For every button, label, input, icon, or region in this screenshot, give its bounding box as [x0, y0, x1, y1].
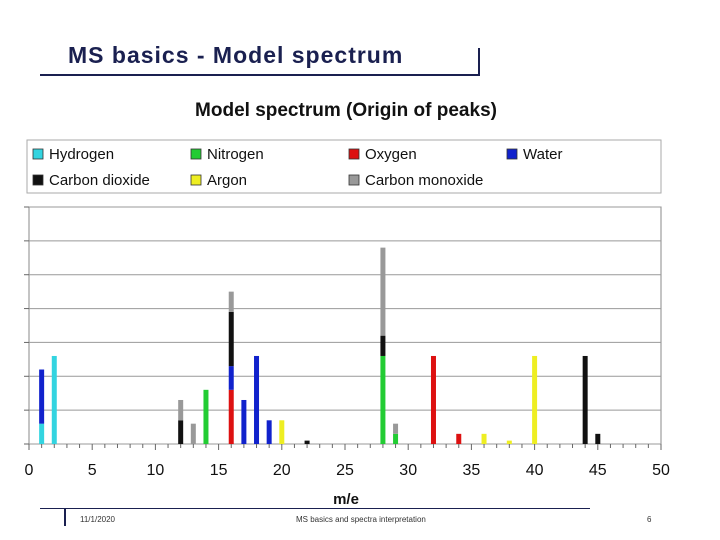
legend-label-hydrogen: Hydrogen: [49, 146, 114, 163]
title-divider-tick: [478, 48, 480, 76]
slide-title: MS basics - Model spectrum: [68, 42, 404, 68]
footer-text: MS basics and spectra interpretation: [296, 515, 426, 524]
legend-label-oxygen: Oxygen: [365, 146, 417, 163]
legend-label-nitrogen: Nitrogen: [207, 146, 264, 163]
x-axis-label: m/e: [333, 491, 359, 508]
bar-me36-argon: [481, 433, 487, 444]
legend-box: [26, 139, 662, 194]
legend-swatch-co2: [32, 174, 44, 186]
bar-me44-co2: [582, 355, 588, 444]
legend-swatch-water: [506, 148, 518, 160]
bar-me34-oxygen: [456, 433, 462, 444]
bar-me29-nitrogen: [393, 433, 399, 444]
bar-me13-co: [190, 423, 196, 444]
bar-me40-argon: [532, 355, 538, 444]
legend-swatch-argon: [190, 174, 202, 186]
bar-me12-co2: [178, 420, 184, 444]
x-tick-label-20: 20: [273, 462, 291, 479]
bar-me38-argon: [506, 440, 512, 444]
x-tick-label-0: 0: [25, 462, 34, 479]
x-tick-label-30: 30: [399, 462, 417, 479]
bar-me14-nitrogen: [203, 389, 209, 444]
title-underline: [40, 74, 480, 76]
bar-me12-co: [178, 399, 184, 421]
bar-me20-argon: [279, 420, 285, 444]
footer-date: 11/1/2020: [80, 515, 115, 524]
x-tick-label-40: 40: [526, 462, 544, 479]
bar-me1-water: [39, 369, 45, 424]
bar-me32-oxygen: [430, 355, 436, 444]
bar-me2-hydrogen: [51, 355, 57, 444]
footer-line: [40, 508, 590, 509]
x-tick-label-50: 50: [652, 462, 670, 479]
plot-area: 0 5 10 15 20 25 30 35 40 45 50: [24, 206, 670, 479]
bar-me28-co2: [380, 335, 386, 356]
footer-tick: [64, 508, 66, 526]
bar-me45-co2: [595, 433, 601, 444]
legend: Hydrogen Nitrogen Oxygen Water Carbon dioxid…: [32, 146, 562, 189]
bar-me1-hydrogen: [39, 423, 45, 444]
chart-title: Model spectrum (Origin of peaks): [195, 100, 497, 121]
bar-me28-co: [380, 247, 386, 336]
bar-me19-water: [266, 420, 272, 444]
legend-label-co2: Carbon dioxide: [49, 172, 150, 189]
bar-me17-water: [241, 399, 247, 444]
bar-me16-oxygen: [228, 389, 234, 444]
legend-swatch-hydrogen: [32, 148, 44, 160]
page-number: 6: [647, 515, 652, 524]
legend-swatch-oxygen: [348, 148, 360, 160]
x-tick-label-15: 15: [210, 462, 228, 479]
x-tick-label-25: 25: [336, 462, 354, 479]
bar-me16-water: [228, 366, 234, 390]
bar-me16-co2: [228, 311, 234, 367]
bar-me28-nitrogen: [380, 355, 386, 444]
legend-label-argon: Argon: [207, 172, 247, 189]
x-tick-label-35: 35: [463, 462, 481, 479]
bar-me18-water: [254, 355, 260, 444]
legend-swatch-nitrogen: [190, 148, 202, 160]
plot-frame: [28, 206, 662, 445]
x-tick-label-45: 45: [589, 462, 607, 479]
legend-label-water: Water: [523, 146, 562, 163]
legend-swatch-co: [348, 174, 360, 186]
x-tick-label-10: 10: [147, 462, 165, 479]
bar-me29-co: [393, 423, 399, 434]
bar-me22-co2: [304, 440, 310, 444]
x-tick-label-5: 5: [88, 462, 97, 479]
bar-me16-co: [228, 291, 234, 312]
legend-label-co: Carbon monoxide: [365, 172, 483, 189]
